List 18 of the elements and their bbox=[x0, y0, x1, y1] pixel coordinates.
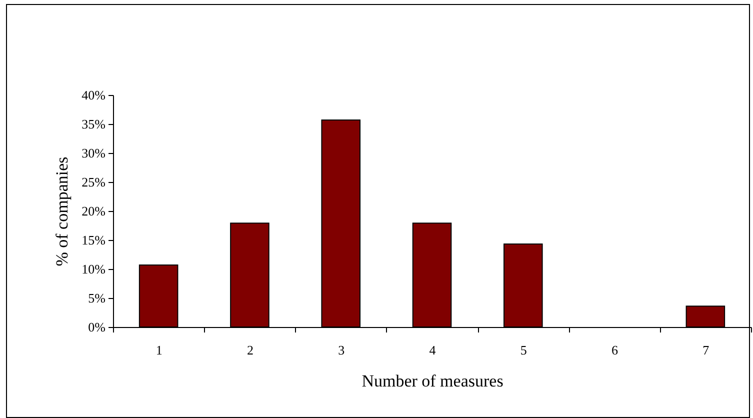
x-axis-title: Number of measures bbox=[362, 372, 504, 390]
x-tick-label: 6 bbox=[612, 342, 619, 358]
y-tick-label: 30% bbox=[82, 146, 106, 160]
x-tick-label: 2 bbox=[246, 342, 254, 358]
y-axis-title: % of companies bbox=[52, 156, 72, 266]
y-tick-label: 25% bbox=[82, 174, 106, 190]
y-tick-label: 10% bbox=[82, 262, 106, 276]
y-tick-label: 20% bbox=[82, 204, 106, 218]
y-tick-label: 35% bbox=[82, 116, 106, 132]
x-tick-label: 7 bbox=[702, 342, 710, 358]
x-tick-label: 4 bbox=[429, 342, 436, 358]
x-tick-label: 1 bbox=[156, 342, 162, 358]
y-tick-label: 40% bbox=[82, 88, 106, 102]
x-tick-label: 5 bbox=[520, 342, 527, 358]
y-tick-label: 15% bbox=[82, 232, 106, 248]
y-tick-label: 0% bbox=[88, 320, 106, 334]
y-tick-label: 5% bbox=[88, 290, 106, 306]
x-tick-label: 3 bbox=[338, 342, 345, 358]
